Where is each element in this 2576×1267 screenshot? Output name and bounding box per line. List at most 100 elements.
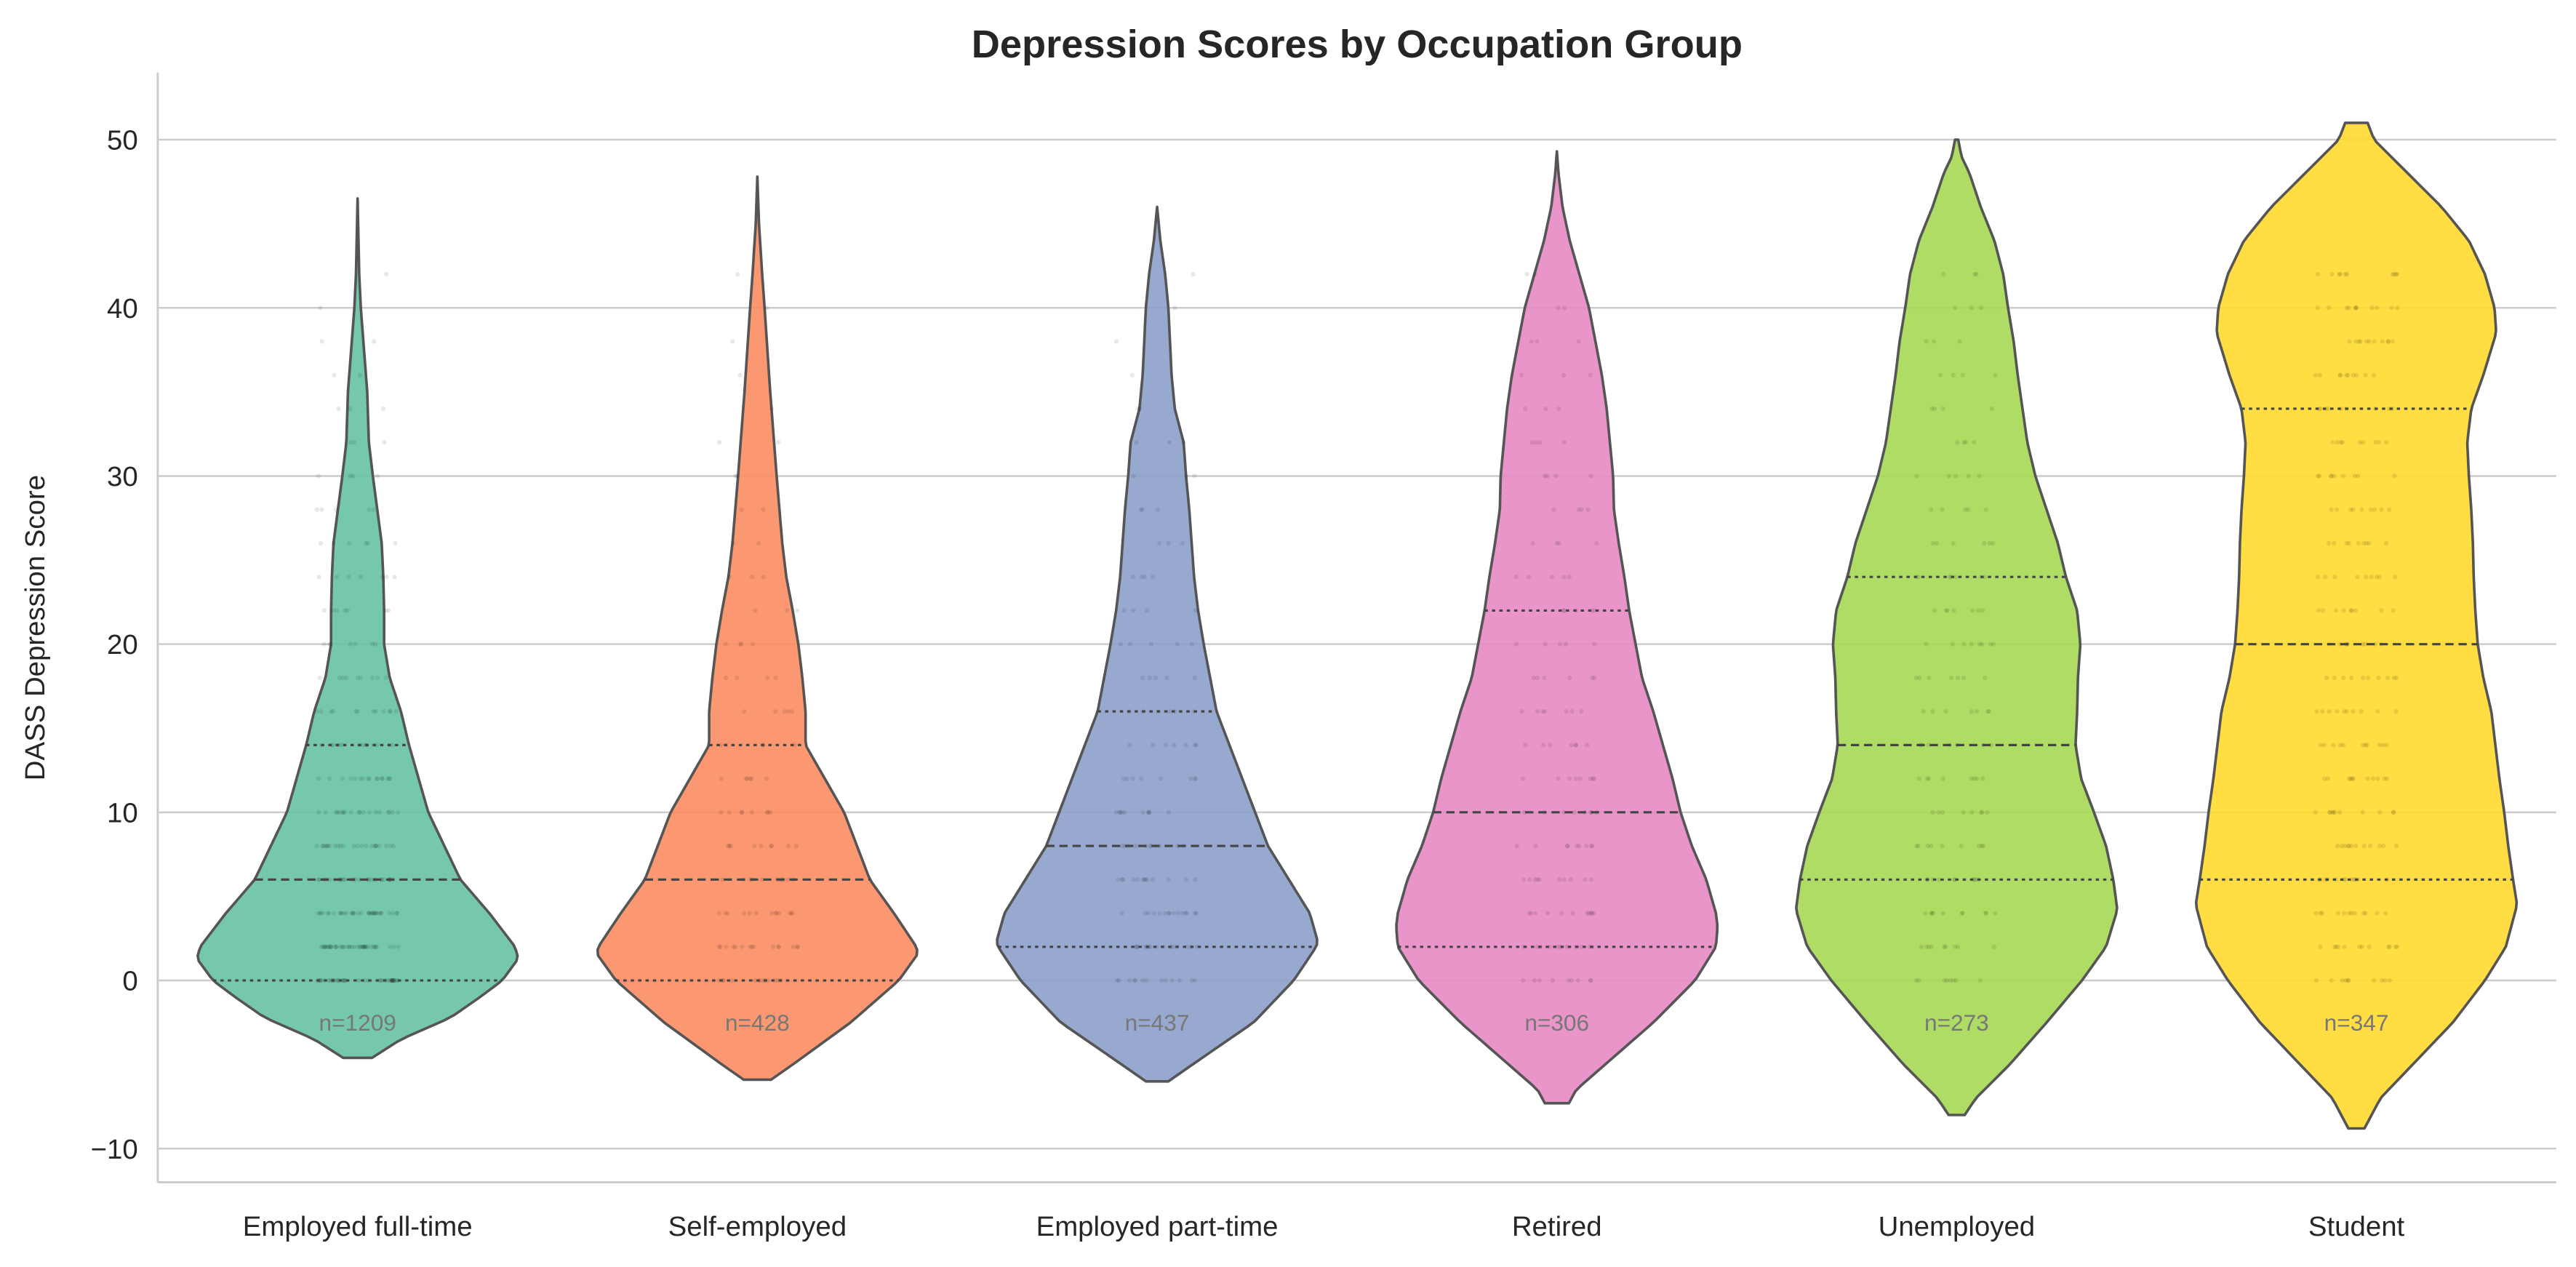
- strip-point: [1567, 675, 1572, 681]
- strip-point: [1127, 642, 1133, 647]
- strip-point: [371, 911, 376, 916]
- strip-point: [1577, 776, 1583, 781]
- strip-point: [2337, 372, 2343, 377]
- strip-point: [749, 776, 754, 781]
- strip-point: [773, 708, 778, 714]
- strip-point: [2348, 675, 2354, 681]
- strip-point: [2340, 675, 2346, 681]
- strip-point: [2365, 776, 2370, 781]
- strip-point: [335, 843, 340, 849]
- strip-point: [1974, 271, 1979, 277]
- strip-point: [2387, 978, 2392, 983]
- strip-point: [324, 944, 329, 949]
- strip-point: [379, 978, 384, 983]
- strip-point: [381, 877, 386, 882]
- strip-point: [1924, 776, 1930, 781]
- strip-point: [719, 810, 724, 815]
- strip-point: [391, 843, 396, 849]
- strip-point: [1913, 675, 1919, 681]
- strip-point: [1184, 911, 1189, 916]
- strip-point: [2361, 911, 2367, 916]
- strip-point: [2355, 473, 2361, 479]
- strip-point: [1946, 473, 1951, 479]
- strip-point: [2387, 507, 2392, 512]
- strip-point: [343, 675, 349, 681]
- strip-point: [2385, 675, 2391, 681]
- strip-point: [2395, 305, 2400, 311]
- strip-point: [387, 708, 393, 714]
- strip-point: [2346, 911, 2352, 916]
- strip-point: [2372, 339, 2377, 344]
- strip-point: [1529, 339, 1534, 344]
- strip-point: [2390, 339, 2395, 344]
- strip-point: [393, 708, 399, 714]
- strip-point: [355, 675, 361, 681]
- strip-point: [364, 540, 369, 546]
- strip-point: [2348, 507, 2353, 512]
- strip-point: [342, 810, 347, 815]
- sample-size-label: n=428: [725, 1010, 790, 1036]
- strip-point: [2377, 743, 2382, 748]
- strip-point: [1120, 877, 1126, 882]
- strip-point: [2364, 575, 2369, 580]
- strip-point: [2364, 339, 2369, 344]
- strip-point: [353, 708, 359, 714]
- strip-point: [2337, 743, 2343, 748]
- strip-point: [2350, 776, 2355, 781]
- strip-point: [386, 810, 392, 815]
- strip-point: [2352, 911, 2358, 916]
- strip-point: [1175, 911, 1180, 916]
- strip-point: [338, 843, 343, 849]
- strip-point: [769, 843, 774, 849]
- strip-point: [1551, 507, 1556, 512]
- strip-point: [788, 911, 794, 916]
- strip-point: [2327, 708, 2332, 714]
- strip-point: [367, 810, 372, 815]
- strip-point: [1561, 575, 1567, 580]
- strip-point: [1167, 911, 1172, 916]
- strip-point: [361, 776, 366, 781]
- strip-point: [2389, 305, 2394, 311]
- y-tick-label: −10: [91, 1134, 138, 1165]
- strip-point: [369, 944, 374, 949]
- strip-point: [1927, 675, 1932, 681]
- strip-point: [1929, 911, 1935, 916]
- strip-point: [1969, 608, 1975, 613]
- strip-point: [2380, 339, 2385, 344]
- strip-point: [345, 608, 351, 613]
- strip-point: [1140, 810, 1145, 815]
- strip-point: [2327, 810, 2332, 815]
- strip-point: [1983, 675, 1988, 681]
- strip-point: [322, 944, 327, 949]
- strip-point: [1940, 911, 1945, 916]
- strip-point: [1135, 877, 1140, 882]
- strip-point: [2382, 776, 2387, 781]
- strip-point: [357, 372, 363, 377]
- strip-point: [1940, 810, 1945, 815]
- strip-point: [1132, 978, 1137, 983]
- strip-point: [1137, 406, 1143, 412]
- strip-point: [1140, 507, 1145, 512]
- strip-point: [1532, 911, 1538, 916]
- strip-point: [374, 776, 380, 781]
- strip-point: [2343, 271, 2348, 277]
- strip-point: [2391, 608, 2396, 613]
- strip-point: [352, 944, 357, 949]
- strip-point: [753, 608, 758, 613]
- strip-point: [1534, 339, 1540, 344]
- strip-point: [725, 911, 730, 916]
- strip-point: [1527, 877, 1532, 882]
- strip-point: [2321, 743, 2327, 748]
- y-tick-label: 30: [107, 461, 138, 492]
- strip-point: [2367, 843, 2373, 849]
- strip-point: [1989, 406, 1994, 412]
- strip-point: [1113, 339, 1119, 344]
- strip-point: [1929, 406, 1935, 412]
- strip-point: [1928, 843, 1934, 849]
- strip-point: [318, 305, 323, 311]
- strip-point: [1565, 843, 1570, 849]
- strip-point: [784, 608, 790, 613]
- strip-point: [768, 810, 773, 815]
- strip-point: [366, 911, 372, 916]
- strip-point: [1134, 440, 1139, 445]
